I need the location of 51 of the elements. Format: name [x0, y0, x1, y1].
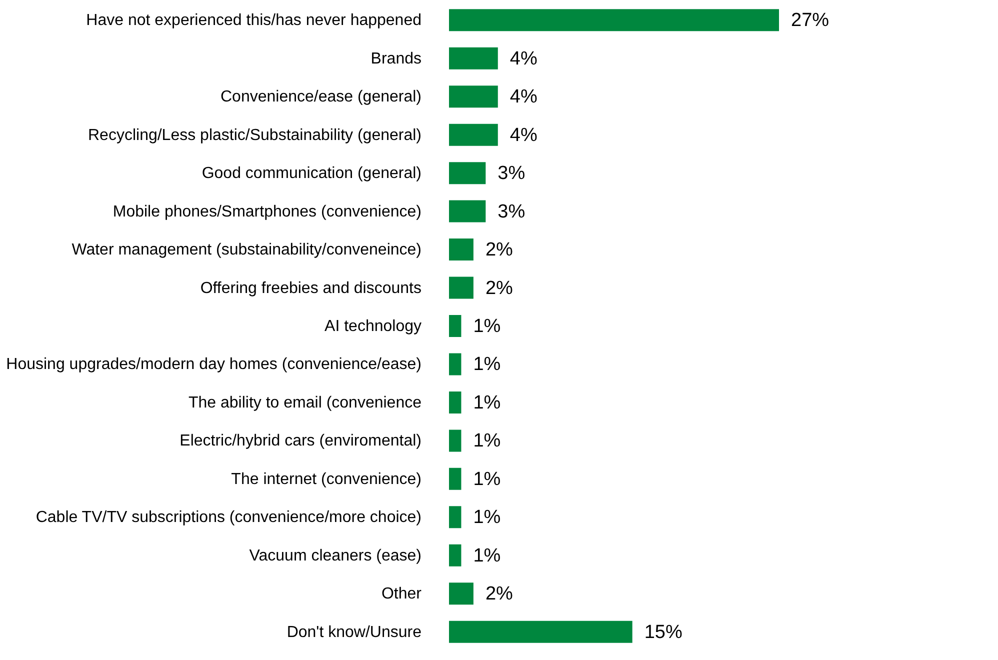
bar [449, 124, 498, 146]
y-tick-label: Water management (substainability/conveneince) [72, 242, 422, 259]
data-label: 15% [644, 622, 682, 643]
bar [449, 620, 632, 643]
y-tick-label: AI technology [324, 318, 422, 335]
bar [449, 506, 462, 528]
data-label: 2% [485, 278, 514, 299]
data-label: 1% [473, 468, 501, 490]
bar [449, 391, 462, 414]
bar [449, 544, 462, 566]
bar [449, 353, 462, 376]
y-tick-label: The internet (convenience) [231, 470, 422, 488]
y-tick-label: Convenience/ease (general) [220, 88, 422, 106]
bar [449, 86, 498, 108]
y-tick-label: Vacuum cleaners (ease) [249, 547, 422, 564]
bar [449, 9, 779, 32]
y-tick-label: Electric/hybrid cars (enviromental) [180, 432, 422, 450]
y-tick-label: Recycling/Less plastic/Substainability (general) [88, 126, 422, 144]
data-label: 4% [510, 86, 538, 108]
bar [449, 430, 462, 452]
data-label: 4% [510, 48, 538, 70]
data-label: 2% [485, 240, 514, 261]
data-label: 1% [473, 392, 501, 414]
data-label: 1% [473, 507, 501, 528]
data-label: 1% [473, 430, 501, 452]
y-tick-label: Brands [370, 50, 422, 68]
data-label: 3% [498, 163, 526, 184]
bar [449, 468, 462, 490]
y-tick-label: The ability to email (convenience [188, 394, 422, 412]
bar [449, 582, 474, 605]
bar [449, 47, 498, 70]
y-tick-label: Housing upgrades/modern day homes (convenience/ease) [6, 356, 422, 374]
y-tick-label: Offering freebies and discounts [200, 280, 422, 297]
bar [449, 238, 474, 261]
bar [449, 276, 474, 299]
y-tick-label: Mobile phones/Smartphones (convenience) [112, 203, 422, 220]
y-tick-label: Other [381, 586, 422, 603]
data-label: 2% [485, 584, 514, 605]
data-label: 4% [510, 124, 538, 146]
data-label: 1% [473, 545, 501, 566]
data-label: 1% [473, 316, 501, 337]
data-label: 1% [473, 354, 501, 376]
y-tick-label: Have not experienced this/has never happened [86, 12, 422, 30]
y-tick-label: Cable TV/TV subscriptions (convenience/more choice) [36, 509, 422, 526]
bar [449, 162, 486, 184]
y-tick-label: Don't know/Unsure [286, 624, 422, 641]
data-label: 27% [791, 10, 830, 32]
y-tick-label: Good communication (general) [202, 165, 422, 182]
data-label: 3% [498, 201, 526, 222]
bar [449, 315, 462, 337]
bar [449, 200, 486, 222]
